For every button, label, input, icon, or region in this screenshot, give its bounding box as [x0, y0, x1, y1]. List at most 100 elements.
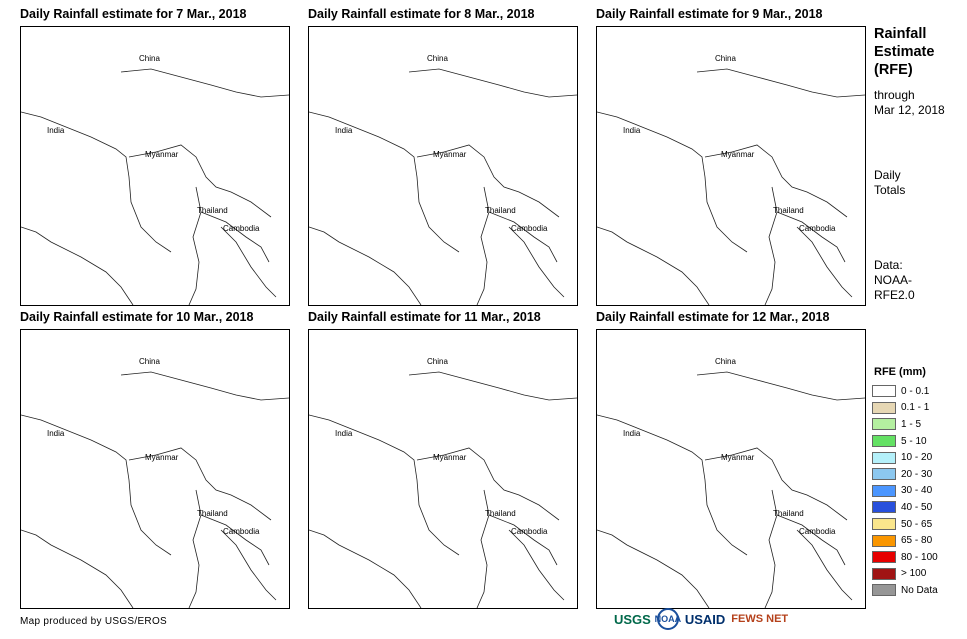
legend-label: 0.1 - 1 [901, 402, 930, 414]
legend-label: 30 - 40 [901, 485, 933, 497]
data-line: NOAA- [874, 273, 913, 287]
panel-title: Daily Rainfall estimate for 8 Mar., 2018 [308, 7, 535, 21]
panel-title: Daily Rainfall estimate for 10 Mar., 201… [20, 310, 254, 324]
place-label-india: India [623, 429, 641, 438]
country-border [704, 144, 848, 218]
legend-item: 50 - 65 [872, 516, 962, 533]
country-border [704, 447, 848, 521]
legend-label: 10 - 20 [901, 452, 933, 464]
country-border [21, 529, 134, 608]
legend-item: 40 - 50 [872, 499, 962, 516]
legend-label: 0 - 0.1 [901, 385, 930, 397]
legend-label: No Data [901, 584, 938, 596]
country-border [764, 186, 778, 305]
legend-title: RFE (mm) [874, 366, 926, 378]
rainfall-map-svg: China India Myanmar Thailand Cambodia [21, 54, 289, 305]
place-label-cambodia: Cambodia [511, 527, 548, 536]
country-border [200, 211, 270, 263]
country-border [408, 68, 577, 98]
rainfall-map: China India Myanmar Thailand Cambodia [20, 26, 290, 306]
through-label: through [874, 88, 915, 102]
country-border [476, 489, 490, 608]
place-label-cambodia: Cambodia [223, 527, 260, 536]
legend-item: 10 - 20 [872, 449, 962, 466]
usaid-logo: USAID [684, 611, 726, 627]
legend-label: 65 - 80 [901, 535, 933, 547]
daily-totals-note: Daily Totals [874, 168, 905, 198]
rainfall-panel-mar7: Daily Rainfall estimate for 7 Mar., 2018… [20, 6, 308, 306]
legend-swatch [872, 418, 896, 431]
panel-title: Daily Rainfall estimate for 12 Mar., 201… [596, 310, 830, 324]
place-label-china: China [139, 54, 160, 63]
country-border [220, 529, 277, 601]
country-border [309, 529, 422, 608]
data-line: RFE2.0 [874, 288, 915, 302]
legend-swatch [872, 451, 896, 464]
logo-strip: USGS NOAA USAID FEWS NET [614, 604, 788, 634]
place-label-china: China [427, 54, 448, 63]
legend-item: 0 - 0.1 [872, 383, 962, 400]
fewsnet-logo: FEWS NET [731, 613, 789, 625]
country-border [764, 489, 778, 608]
legend-swatch [872, 435, 896, 448]
legend-swatch [872, 501, 896, 514]
rainfall-panel-mar10: Daily Rainfall estimate for 10 Mar., 201… [20, 309, 308, 609]
place-label-thailand: Thailand [773, 206, 804, 215]
country-border [796, 226, 853, 298]
place-label-china: China [427, 357, 448, 366]
place-label-thailand: Thailand [485, 509, 516, 518]
rainfall-map-svg: China India Myanmar Thailand Cambodia [21, 357, 289, 608]
country-border [200, 514, 270, 566]
legend-swatch [872, 518, 896, 531]
country-border [309, 111, 460, 253]
place-label-cambodia: Cambodia [511, 224, 548, 233]
country-border [508, 529, 565, 601]
legend-label: 40 - 50 [901, 501, 933, 513]
country-border [488, 211, 558, 263]
country-border [120, 371, 289, 401]
country-border [416, 144, 560, 218]
rainfall-map: China India Myanmar Thailand Cambodia [596, 329, 866, 609]
place-label-myanmar: Myanmar [433, 150, 467, 159]
legend-swatch [872, 584, 896, 597]
legend-label: > 100 [901, 568, 927, 580]
place-label-china: China [715, 357, 736, 366]
legend-item: 30 - 40 [872, 483, 962, 500]
place-label-cambodia: Cambodia [799, 527, 836, 536]
place-label-india: India [335, 429, 353, 438]
place-label-thailand: Thailand [197, 206, 228, 215]
place-label-myanmar: Myanmar [721, 453, 755, 462]
product-title: Rainfall Estimate (RFE) [874, 25, 934, 79]
legend-label: 20 - 30 [901, 468, 933, 480]
rainfall-panel-mar9: Daily Rainfall estimate for 9 Mar., 2018… [596, 6, 884, 306]
rainfall-panel-mar12: Daily Rainfall estimate for 12 Mar., 201… [596, 309, 884, 609]
country-border [188, 489, 202, 608]
legend-swatch [872, 385, 896, 398]
legend-item: > 100 [872, 566, 962, 583]
country-border [309, 226, 422, 305]
legend-swatch [872, 468, 896, 481]
legend: 0 - 0.1 0.1 - 1 1 - 5 5 - 10 10 - 20 20 - 30 3… [872, 383, 962, 599]
place-label-cambodia: Cambodia [223, 224, 260, 233]
country-border [776, 211, 846, 263]
rainfall-map-svg: China India Myanmar Thailand Cambodia [309, 357, 577, 608]
noaa-logo: NOAA [655, 608, 681, 630]
place-label-myanmar: Myanmar [145, 453, 179, 462]
country-border [508, 226, 565, 298]
country-border [696, 68, 865, 98]
legend-item: 5 - 10 [872, 433, 962, 450]
country-border [776, 514, 846, 566]
country-border [220, 226, 277, 298]
legend-item: 0.1 - 1 [872, 400, 962, 417]
country-border [120, 68, 289, 98]
place-label-myanmar: Myanmar [433, 453, 467, 462]
legend-label: 1 - 5 [901, 418, 922, 430]
country-border [21, 414, 172, 556]
legend-swatch [872, 484, 896, 497]
country-border [416, 447, 560, 521]
country-border [309, 414, 460, 556]
legend-swatch [872, 551, 896, 564]
country-border [597, 226, 710, 305]
country-border [21, 226, 134, 305]
place-label-india: India [47, 126, 65, 135]
